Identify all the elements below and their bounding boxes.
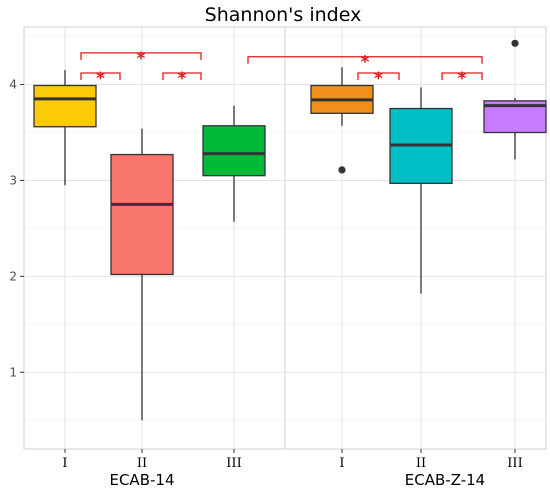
- significance-bracket: *: [357, 69, 400, 89]
- x-tick-label: II: [416, 456, 426, 471]
- significance-star: *: [361, 53, 370, 73]
- significance-star: *: [374, 69, 383, 89]
- iqr-box: [110, 153, 174, 276]
- significance-star: *: [96, 69, 105, 89]
- x-tick-label: III: [226, 456, 241, 471]
- box-2-II: [389, 87, 453, 294]
- significance-bracket: *: [80, 69, 121, 89]
- significance-bracket: *: [162, 69, 202, 89]
- x-tick-label: I: [62, 456, 67, 471]
- group-label: ECAB-14: [109, 471, 174, 489]
- y-tick-label: 1: [9, 365, 17, 379]
- bracket-line: [247, 56, 483, 64]
- box-2-I: [310, 67, 374, 174]
- box-1-I: [33, 70, 97, 186]
- y-tick-label: 2: [9, 269, 17, 283]
- bracket-line: [357, 72, 400, 81]
- significance-bracket: *: [80, 49, 202, 69]
- iqr-box: [33, 84, 97, 128]
- x-tick-label: II: [137, 456, 147, 471]
- significance-bracket: *: [247, 53, 483, 73]
- bracket-line: [441, 72, 483, 81]
- significance-star: *: [178, 69, 187, 89]
- x-tick-label: I: [339, 456, 344, 471]
- significance-star: *: [137, 49, 146, 69]
- y-tick-label: 3: [9, 173, 17, 187]
- outlier-point: [338, 166, 346, 174]
- significance-bracket: *: [441, 69, 483, 89]
- iqr-box: [202, 125, 266, 177]
- group-label: ECAB-Z-14: [405, 471, 485, 489]
- y-tick-label: 4: [9, 78, 17, 92]
- box-1-III: [202, 105, 266, 222]
- x-tick-label: III: [507, 456, 522, 471]
- box-2-III: [483, 39, 547, 160]
- bracket-line: [162, 72, 202, 81]
- outlier-point: [511, 39, 519, 47]
- bracket-line: [80, 72, 121, 81]
- chart-title: Shannon's index: [205, 4, 362, 26]
- plot-border: [23, 26, 547, 450]
- box-1-II: [110, 128, 174, 421]
- bracket-line: [80, 52, 202, 60]
- significance-star: *: [458, 69, 467, 89]
